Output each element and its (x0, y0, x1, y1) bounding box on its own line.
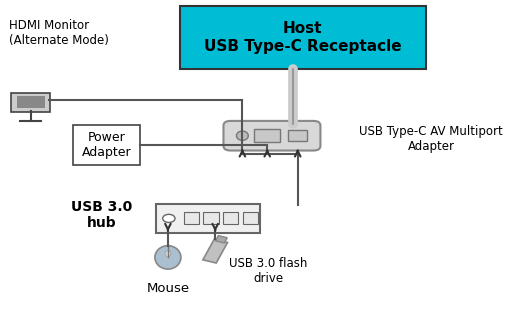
Circle shape (163, 214, 175, 222)
FancyBboxPatch shape (224, 121, 320, 151)
Text: Mouse: Mouse (146, 282, 189, 295)
FancyBboxPatch shape (288, 130, 307, 141)
FancyBboxPatch shape (156, 203, 260, 233)
Text: USB 3.0
hub: USB 3.0 hub (71, 200, 132, 230)
Polygon shape (215, 236, 227, 243)
FancyBboxPatch shape (184, 212, 199, 224)
Text: Power
Adapter: Power Adapter (82, 131, 131, 159)
FancyBboxPatch shape (203, 212, 218, 224)
FancyBboxPatch shape (17, 96, 45, 108)
FancyBboxPatch shape (223, 212, 238, 224)
Text: Host
USB Type-C Receptacle: Host USB Type-C Receptacle (204, 21, 401, 54)
Text: USB Type-C AV Multiport
Adapter: USB Type-C AV Multiport Adapter (359, 125, 503, 153)
Ellipse shape (237, 131, 249, 140)
Text: HDMI Monitor
(Alternate Mode): HDMI Monitor (Alternate Mode) (9, 19, 109, 47)
Polygon shape (203, 239, 228, 263)
Text: USB 3.0 flash
drive: USB 3.0 flash drive (229, 257, 308, 285)
Ellipse shape (155, 246, 181, 269)
Ellipse shape (165, 251, 171, 257)
FancyBboxPatch shape (254, 129, 280, 142)
FancyBboxPatch shape (11, 93, 50, 112)
FancyBboxPatch shape (73, 125, 139, 165)
FancyBboxPatch shape (243, 212, 258, 224)
FancyBboxPatch shape (180, 6, 426, 69)
